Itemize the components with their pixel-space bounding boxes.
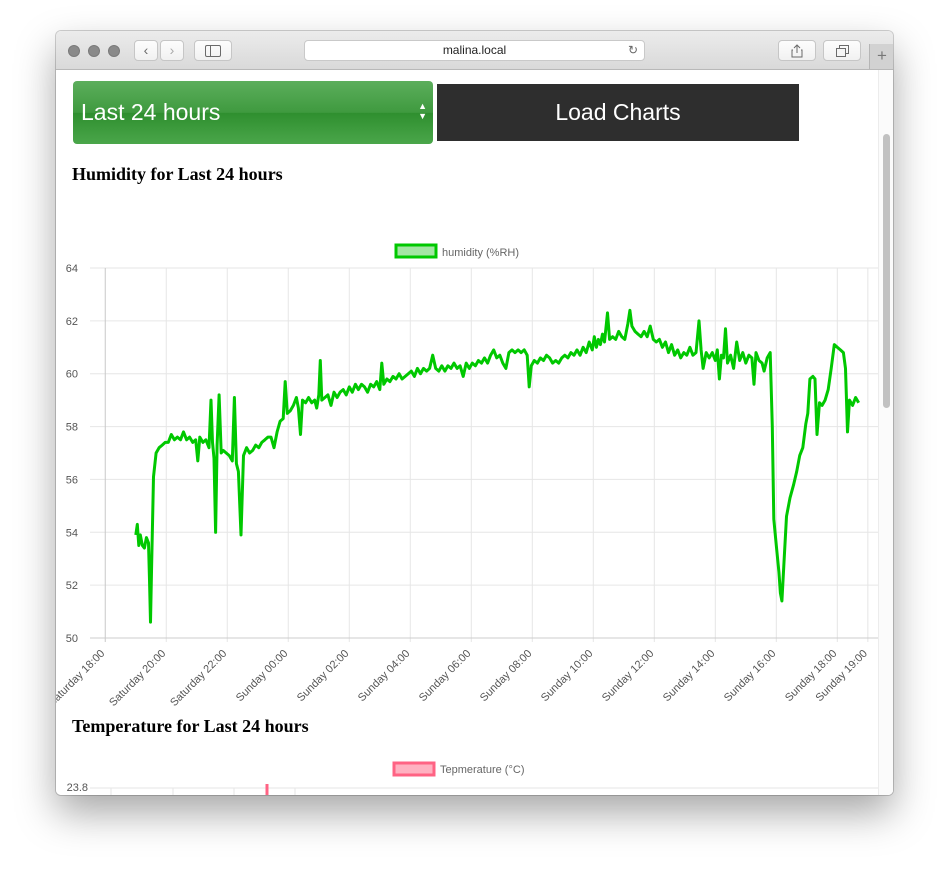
plus-icon: + xyxy=(877,46,887,65)
new-tab-button[interactable]: + xyxy=(869,44,893,69)
forward-button[interactable]: › xyxy=(160,40,184,61)
y-tick-label: 60 xyxy=(66,369,78,381)
x-tick-label: Sunday 00:00 xyxy=(234,648,290,704)
legend-label: humidity (%RH) xyxy=(442,247,519,259)
x-tick-label: Sunday 14:00 xyxy=(661,648,717,704)
sidebar-icon xyxy=(205,45,221,57)
y-tick-label: 54 xyxy=(66,527,78,539)
address-text: malina.local xyxy=(442,43,507,57)
chevron-right-icon: › xyxy=(169,42,175,58)
browser-toolbar: ‹ › malina.local ↻ + xyxy=(56,31,893,70)
back-button[interactable]: ‹ xyxy=(134,40,158,61)
sidebar-button[interactable] xyxy=(194,40,232,61)
y-tick-label: 23.8 xyxy=(67,782,88,794)
load-charts-button[interactable]: Load Charts xyxy=(437,84,799,141)
range-select[interactable]: Last 24 hours ▲ ▼ xyxy=(73,81,433,144)
zoom-window-button[interactable] xyxy=(108,45,120,57)
page-content: Last 24 hours ▲ ▼ Load Charts Humidity fo… xyxy=(56,70,893,795)
humidity-legend: humidity (%RH) xyxy=(394,243,519,259)
humidity-heading: Humidity for Last 24 hours xyxy=(72,164,283,184)
chevron-left-icon: ‹ xyxy=(143,42,149,58)
y-tick-label: 58 xyxy=(66,422,78,434)
x-tick-label: Saturday 20:00 xyxy=(107,648,168,709)
x-tick-label: Sunday 16:00 xyxy=(722,648,778,704)
select-arrows-icon: ▲ ▼ xyxy=(418,101,427,121)
x-tick-label: Sunday 08:00 xyxy=(478,648,534,704)
address-bar[interactable]: malina.local ↻ xyxy=(304,40,645,61)
y-tick-label: 64 xyxy=(66,263,78,275)
tabs-icon xyxy=(835,45,849,57)
share-icon xyxy=(791,44,803,58)
x-tick-label: Saturday 18:00 xyxy=(56,648,107,709)
range-select-value: Last 24 hours xyxy=(81,99,221,125)
x-tick-label: Sunday 04:00 xyxy=(356,648,412,704)
close-window-button[interactable] xyxy=(68,45,80,57)
temperature-heading: Temperature for Last 24 hours xyxy=(72,716,309,736)
temperature-chart: Tepmerature (°C) 23.8 xyxy=(67,761,878,795)
x-tick-label: Sunday 06:00 xyxy=(417,648,473,704)
y-tick-label: 56 xyxy=(66,474,78,486)
x-tick-label: Sunday 02:00 xyxy=(295,648,351,704)
browser-window: ‹ › malina.local ↻ + Last 24 hours ▲ ▼ Lo… xyxy=(56,31,893,795)
y-tick-label: 50 xyxy=(66,633,78,645)
y-tick-label: 52 xyxy=(66,580,78,592)
x-tick-label: Saturday 22:00 xyxy=(168,648,229,709)
legend-label: Tepmerature (°C) xyxy=(440,764,524,776)
scrollbar-thumb[interactable] xyxy=(883,134,890,408)
temperature-legend: Tepmerature (°C) xyxy=(392,761,524,777)
scrollbar[interactable] xyxy=(878,70,893,795)
share-button[interactable] xyxy=(778,40,816,61)
humidity-series-line xyxy=(134,308,860,624)
humidity-chart: humidity (%RH) 50 52 54 56 58 60 62 64 Saturday 1… xyxy=(56,243,878,709)
y-tick-label: 62 xyxy=(66,316,78,328)
minimize-window-button[interactable] xyxy=(88,45,100,57)
tabs-button[interactable] xyxy=(823,40,861,61)
x-tick-label: Sunday 10:00 xyxy=(539,648,595,704)
reload-icon[interactable]: ↻ xyxy=(627,43,638,57)
legend-swatch xyxy=(394,243,438,259)
legend-swatch xyxy=(392,761,436,777)
x-tick-label: Sunday 12:00 xyxy=(600,648,656,704)
x-tick-label: Sunday 18:00 xyxy=(783,648,839,704)
